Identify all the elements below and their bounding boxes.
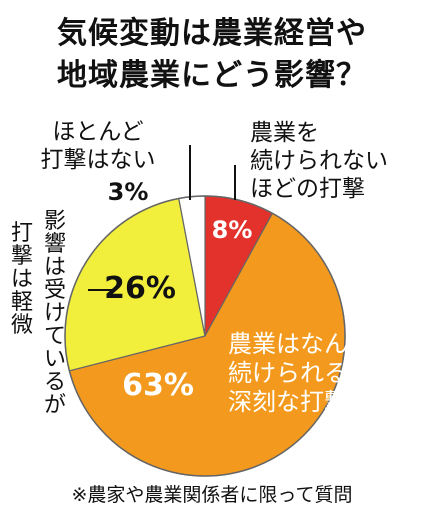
slice-label-0-line-2: ほどの打撃 bbox=[250, 176, 365, 202]
slice-label-2-col-0-char-3: 受 bbox=[44, 278, 66, 303]
slice-value-2: 26% bbox=[104, 271, 176, 306]
slice-label-2-col-0-char-7: る bbox=[44, 370, 66, 395]
chart-title-line1: 気候変動は農業経営や bbox=[57, 16, 367, 51]
slice-label-1-line-2: 深刻な打撃 bbox=[228, 388, 348, 416]
slice-label-2-col-0-char-5: て bbox=[44, 324, 66, 349]
slice-label-2-col-1-char-1: 撃 bbox=[11, 244, 33, 269]
slice-label-0-line-1: 続けられない bbox=[250, 148, 388, 174]
slice-label-2-col-0-char-1: 響 bbox=[44, 232, 66, 257]
slice-label-2-col-0-char-6: い bbox=[44, 347, 66, 372]
slice-label-2-col-0-char-2: は bbox=[44, 255, 66, 280]
slice-label-3-line-0: ほとんど bbox=[52, 119, 143, 145]
slice-label-3-line-1: 打撃はない bbox=[41, 147, 156, 173]
slice-label-2-col-1-char-2: は bbox=[11, 267, 33, 292]
slice-value-1: 63% bbox=[122, 368, 194, 403]
slice-value-3: 3% bbox=[108, 178, 149, 206]
pie-outline bbox=[64, 195, 346, 477]
slice-label-1-line-0: 農業はなんとか bbox=[228, 330, 396, 358]
slice-label-2-col-1-char-0: 打 bbox=[11, 221, 33, 246]
slice-label-2-col-1-char-4: 微 bbox=[11, 313, 33, 338]
footnote: ※農家や農業関係者に限って質問 bbox=[71, 484, 353, 506]
slice-value-0: 8% bbox=[212, 216, 253, 244]
slice-label-2-col-1-char-3: 軽 bbox=[11, 290, 33, 315]
chart-title-line2: 地域農業にどう影響？ bbox=[57, 58, 367, 93]
slice-label-2-col-0-char-4: け bbox=[44, 301, 66, 326]
slice-label-2-col-0-char-8: が bbox=[44, 393, 66, 418]
slice-label-0-line-0: 農業を bbox=[250, 120, 319, 146]
slice-label-1-line-1: 続けられるが bbox=[228, 359, 372, 387]
slice-label-2-col-0-char-0: 影 bbox=[44, 209, 66, 234]
